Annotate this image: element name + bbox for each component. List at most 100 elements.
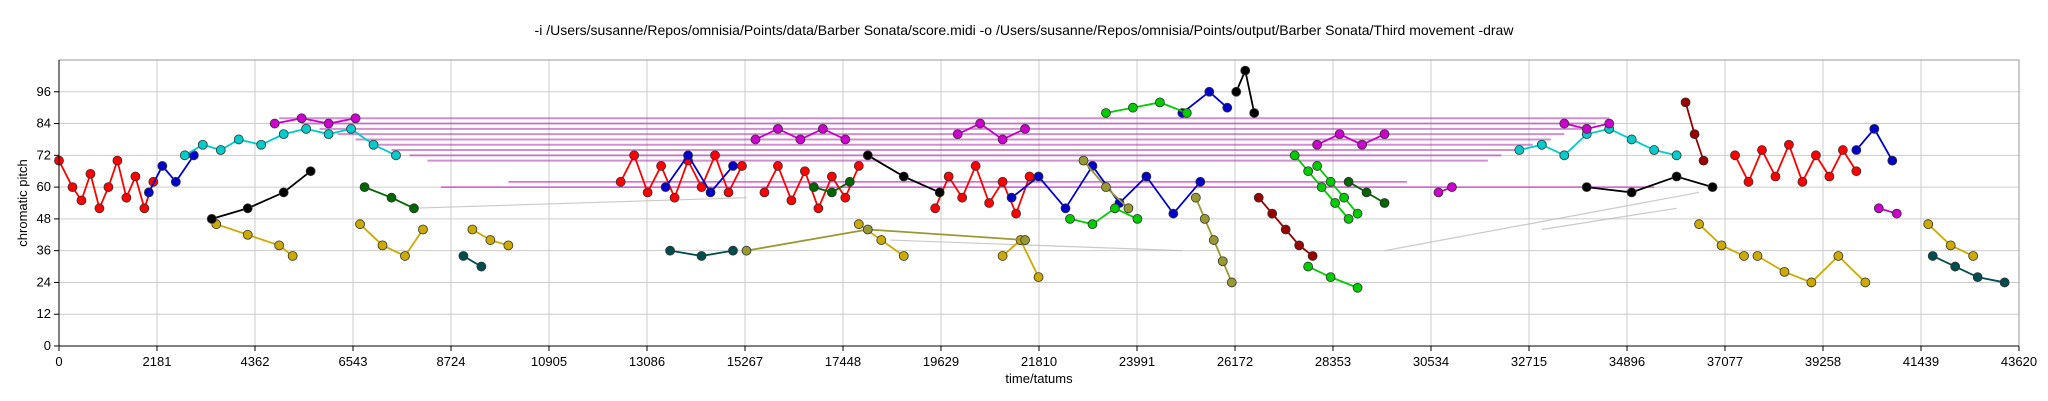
data-point bbox=[844, 176, 855, 187]
gray-connector-line bbox=[409, 197, 747, 209]
data-point bbox=[759, 187, 770, 198]
data-point bbox=[1671, 150, 1682, 161]
data-point bbox=[274, 240, 285, 251]
data-point bbox=[997, 251, 1008, 261]
data-point bbox=[103, 182, 114, 193]
data-point bbox=[1289, 150, 1300, 161]
data-point bbox=[705, 187, 716, 198]
x-tick-label: 4362 bbox=[241, 354, 270, 369]
data-point bbox=[1536, 139, 1547, 150]
data-point bbox=[723, 187, 734, 198]
data-point bbox=[242, 203, 253, 214]
data-point bbox=[1730, 150, 1740, 161]
x-tick-label: 19629 bbox=[923, 354, 959, 369]
x-tick-label: 15267 bbox=[727, 354, 763, 369]
series-line bbox=[215, 223, 294, 257]
data-point bbox=[615, 176, 626, 187]
data-point bbox=[975, 118, 986, 129]
series-line bbox=[1316, 165, 1359, 215]
data-point bbox=[1824, 171, 1835, 182]
data-point bbox=[1649, 145, 1660, 155]
data-point bbox=[112, 155, 123, 166]
data-point bbox=[876, 235, 887, 245]
data-point bbox=[1739, 251, 1749, 261]
data-point bbox=[1811, 150, 1821, 161]
x-tick-label: 39258 bbox=[1805, 354, 1841, 369]
data-point bbox=[323, 129, 334, 140]
data-point bbox=[1325, 176, 1336, 187]
data-point bbox=[121, 192, 132, 203]
data-point bbox=[1694, 219, 1704, 230]
data-point bbox=[642, 187, 653, 198]
data-point bbox=[157, 161, 168, 171]
data-point bbox=[1110, 203, 1120, 214]
data-point bbox=[377, 240, 388, 251]
data-point bbox=[1065, 213, 1075, 224]
x-tick-label: 41439 bbox=[1903, 354, 1939, 369]
data-point bbox=[898, 171, 909, 182]
data-point bbox=[1204, 86, 1215, 97]
series-line bbox=[1105, 101, 1188, 114]
data-point bbox=[1559, 150, 1570, 161]
data-point bbox=[350, 113, 361, 124]
data-point bbox=[418, 224, 428, 235]
data-point bbox=[1357, 139, 1367, 150]
data-point bbox=[476, 261, 487, 272]
data-point bbox=[1797, 176, 1808, 187]
data-point bbox=[1680, 97, 1691, 108]
data-point bbox=[1945, 240, 1956, 251]
data-point bbox=[957, 192, 968, 203]
data-point bbox=[1006, 192, 1017, 203]
data-point bbox=[656, 161, 667, 171]
data-point bbox=[1806, 277, 1817, 288]
y-tick-label: 24 bbox=[37, 274, 51, 289]
data-point bbox=[773, 123, 783, 134]
data-point bbox=[773, 161, 783, 171]
x-tick-label: 37077 bbox=[1707, 354, 1743, 369]
series-line bbox=[1698, 223, 1745, 257]
series-line bbox=[1927, 223, 1974, 257]
x-tick-label: 34896 bbox=[1609, 354, 1645, 369]
x-tick-label: 17448 bbox=[825, 354, 861, 369]
data-point bbox=[1752, 251, 1763, 261]
data-point bbox=[1312, 161, 1323, 171]
data-series bbox=[54, 139, 1862, 219]
data-point bbox=[669, 192, 680, 203]
data-point bbox=[898, 251, 909, 261]
data-point bbox=[170, 176, 181, 187]
data-point bbox=[1999, 277, 2010, 288]
chart-title: -i /Users/susanne/Repos/omnisia/Points/d… bbox=[534, 22, 1514, 38]
data-point bbox=[1101, 182, 1111, 193]
x-tick-label: 2181 bbox=[143, 354, 172, 369]
gray-connector-line bbox=[890, 239, 1183, 252]
data-point bbox=[817, 123, 828, 134]
data-point bbox=[409, 203, 419, 214]
data-point bbox=[683, 150, 693, 161]
data-point bbox=[1626, 187, 1637, 198]
data-point bbox=[1352, 208, 1363, 219]
series-line bbox=[1316, 133, 1385, 146]
data-point bbox=[1195, 176, 1206, 187]
data-point bbox=[1020, 123, 1030, 134]
data-point bbox=[1033, 171, 1044, 182]
data-point bbox=[368, 139, 379, 150]
data-point bbox=[826, 171, 837, 182]
data-point bbox=[1339, 192, 1349, 203]
data-point bbox=[943, 171, 954, 182]
data-point bbox=[1240, 65, 1251, 76]
data-point bbox=[1514, 145, 1525, 155]
data-point bbox=[1154, 97, 1165, 108]
data-point bbox=[1837, 145, 1848, 155]
data-point bbox=[741, 245, 752, 256]
data-point bbox=[853, 219, 864, 230]
data-point bbox=[1743, 176, 1754, 187]
data-point bbox=[1671, 171, 1682, 182]
data-point bbox=[737, 161, 747, 171]
data-point bbox=[1779, 266, 1790, 277]
x-tick-label: 43620 bbox=[2001, 354, 2037, 369]
gray-connector-line bbox=[1541, 207, 1677, 231]
series-line bbox=[619, 152, 743, 201]
x-tick-label: 30534 bbox=[1413, 354, 1449, 369]
data-point bbox=[853, 161, 864, 171]
